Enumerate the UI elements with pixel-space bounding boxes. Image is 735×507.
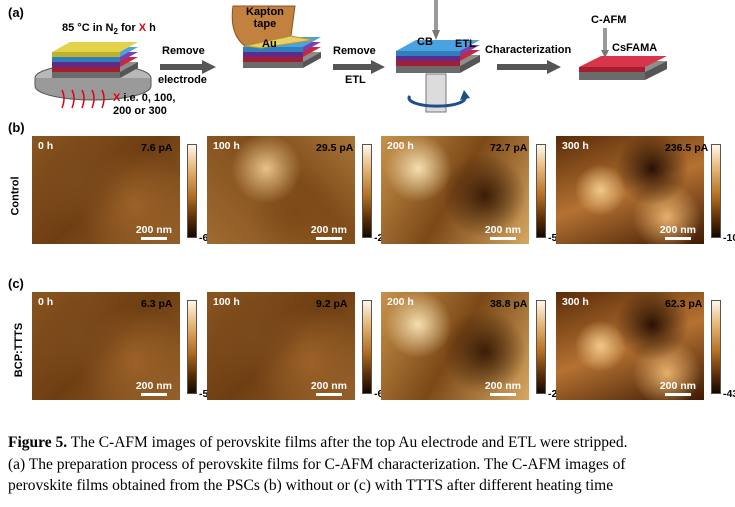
colorbar-max-label: 236.5 pA bbox=[665, 142, 709, 154]
tape-peel-diagram bbox=[231, 5, 321, 68]
heating-time-label: 100 h bbox=[213, 296, 240, 308]
colorbar bbox=[362, 300, 372, 394]
scale-bar-label: 200 nm bbox=[484, 224, 521, 236]
heating-time-values: X i.e. 0, 100, 200 or 300 bbox=[113, 92, 176, 117]
bcp-ttts-row-label: BCP:TTTS bbox=[13, 322, 26, 378]
colorbar-max-label: 29.5 pA bbox=[316, 142, 354, 154]
figure-caption: Figure 5. The C-AFM images of perovskite… bbox=[8, 432, 730, 497]
colorbar bbox=[536, 300, 546, 394]
colorbar bbox=[187, 300, 197, 394]
scale-bar-label: 200 nm bbox=[484, 380, 521, 392]
heating-time-label: 300 h bbox=[562, 296, 589, 308]
cafm-sample-diagram bbox=[579, 28, 667, 80]
colorbar-max-label: 7.6 pA bbox=[141, 142, 173, 154]
caption-line-1: The C-AFM images of perovskite films aft… bbox=[67, 434, 628, 451]
scale-bar: 200 nm bbox=[485, 224, 521, 240]
scale-bar: 200 nm bbox=[311, 224, 347, 240]
scale-bar: 200 nm bbox=[136, 224, 172, 240]
caption-line-3: perovskite films obtained from the PSCs … bbox=[8, 477, 614, 494]
afm-image-c-1: 100 h 200 nm bbox=[207, 292, 355, 400]
scale-bar: 200 nm bbox=[660, 224, 696, 240]
heating-time-label: 0 h bbox=[38, 296, 54, 308]
csfama-label: CsFAMA bbox=[612, 42, 658, 54]
scale-bar: 200 nm bbox=[311, 380, 347, 396]
caption-line-2: (a) The preparation process of perovskit… bbox=[8, 455, 626, 473]
control-row-label: Control bbox=[9, 176, 22, 216]
heating-time-label: 200 h bbox=[387, 296, 414, 308]
colorbar-max-label: 38.8 pA bbox=[490, 298, 528, 310]
cafm-label: C-AFM bbox=[591, 14, 627, 26]
au-label: Au bbox=[262, 38, 277, 50]
scale-bar: 200 nm bbox=[485, 380, 521, 396]
heat-wave-icons bbox=[61, 89, 105, 109]
arrow3-label: Characterization bbox=[485, 44, 572, 56]
scale-bar-label: 200 nm bbox=[659, 380, 696, 392]
afm-image-c-2: 200 h 200 nm bbox=[381, 292, 529, 400]
heating-time-label: 0 h bbox=[38, 140, 54, 152]
heating-time-label: 100 h bbox=[213, 140, 240, 152]
panel-b-label: (b) bbox=[8, 120, 25, 135]
panel-a-label: (a) bbox=[8, 5, 24, 20]
arrow2-label-top: Remove bbox=[333, 45, 376, 57]
afm-image-b-0: 0 h 200 nm bbox=[32, 136, 180, 244]
colorbar-min-label: -106.8 pA bbox=[723, 232, 735, 244]
colorbar-max-label: 72.7 pA bbox=[490, 142, 528, 154]
colorbar bbox=[362, 144, 372, 238]
hotplate-stack-diagram bbox=[34, 42, 152, 101]
process-arrow-2 bbox=[333, 60, 385, 74]
etl-label: ETL bbox=[455, 38, 476, 50]
cb-label: CB bbox=[417, 36, 433, 48]
heating-time-label: 200 h bbox=[387, 140, 414, 152]
colorbar-max-label: 62.3 pA bbox=[665, 298, 703, 310]
afm-image-c-0: 0 h 200 nm bbox=[32, 292, 180, 400]
colorbar bbox=[711, 300, 721, 394]
panel-c-label: (c) bbox=[8, 276, 24, 291]
arrow2-label-bottom: ETL bbox=[345, 74, 366, 86]
colorbar-max-label: 6.3 pA bbox=[141, 298, 173, 310]
spin-clean-diagram bbox=[396, 0, 480, 113]
colorbar bbox=[187, 144, 197, 238]
scale-bar-label: 200 nm bbox=[310, 380, 347, 392]
scale-bar: 200 nm bbox=[136, 380, 172, 396]
scale-bar-label: 200 nm bbox=[310, 224, 347, 236]
scale-bar-label: 200 nm bbox=[659, 224, 696, 236]
process-arrow-3 bbox=[497, 60, 561, 74]
colorbar bbox=[536, 144, 546, 238]
afm-image-b-1: 100 h 200 nm bbox=[207, 136, 355, 244]
arrow1-label-bottom: electrode bbox=[158, 74, 207, 86]
process-arrow-1 bbox=[160, 60, 216, 74]
colorbar-min-label: -43.4 pA bbox=[723, 388, 735, 400]
arrow1-label-top: Remove bbox=[162, 45, 205, 57]
afm-image-c-3: 300 h 200 nm bbox=[556, 292, 704, 400]
scale-bar-label: 200 nm bbox=[135, 380, 172, 392]
tape-label: Kapton tape bbox=[246, 6, 284, 30]
heating-condition: 85 °C in N2 for X h bbox=[62, 22, 156, 37]
afm-image-b-2: 200 h 200 nm bbox=[381, 136, 529, 244]
scale-bar-label: 200 nm bbox=[135, 224, 172, 236]
colorbar bbox=[711, 144, 721, 238]
scale-bar: 200 nm bbox=[660, 380, 696, 396]
figure-label: Figure 5. bbox=[8, 434, 68, 451]
afm-image-b-3: 300 h 200 nm bbox=[556, 136, 704, 244]
colorbar-max-label: 9.2 pA bbox=[316, 298, 348, 310]
heating-time-label: 300 h bbox=[562, 140, 589, 152]
